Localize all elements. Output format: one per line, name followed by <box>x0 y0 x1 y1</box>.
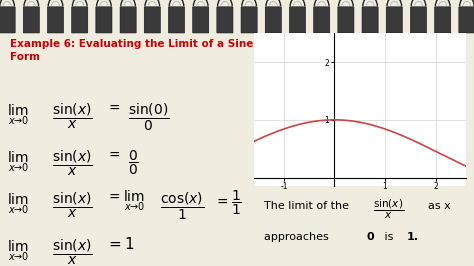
Text: is: is <box>381 232 397 243</box>
FancyBboxPatch shape <box>96 7 112 33</box>
FancyBboxPatch shape <box>314 7 330 33</box>
FancyBboxPatch shape <box>144 7 160 33</box>
FancyBboxPatch shape <box>290 7 306 33</box>
FancyBboxPatch shape <box>410 7 427 33</box>
Text: $= 1$: $= 1$ <box>106 236 135 252</box>
FancyBboxPatch shape <box>120 7 136 33</box>
Text: 0: 0 <box>366 232 374 243</box>
Text: $\lim_{x\to 0}$: $\lim_{x\to 0}$ <box>7 238 29 263</box>
Text: $\dfrac{\cos(x)}{1}$: $\dfrac{\cos(x)}{1}$ <box>160 191 204 222</box>
Text: $\dfrac{\sin(0)}{0}$: $\dfrac{\sin(0)}{0}$ <box>128 102 170 134</box>
FancyBboxPatch shape <box>192 7 209 33</box>
FancyBboxPatch shape <box>435 7 451 33</box>
FancyBboxPatch shape <box>0 7 15 33</box>
FancyBboxPatch shape <box>47 7 64 33</box>
Text: $=\dfrac{1}{1}$: $=\dfrac{1}{1}$ <box>214 189 242 217</box>
FancyBboxPatch shape <box>386 7 402 33</box>
Text: $\dfrac{\sin(x)}{x}$: $\dfrac{\sin(x)}{x}$ <box>373 198 403 221</box>
Text: $\lim_{x\to 0}$: $\lim_{x\to 0}$ <box>7 191 29 216</box>
FancyBboxPatch shape <box>265 7 282 33</box>
Text: $\lim_{x\to 0}$: $\lim_{x\to 0}$ <box>7 149 29 173</box>
Text: 1.: 1. <box>407 232 419 243</box>
Text: $\dfrac{\sin(x)}{x}$: $\dfrac{\sin(x)}{x}$ <box>52 102 92 131</box>
FancyBboxPatch shape <box>23 7 39 33</box>
Text: Example 6: Evaluating the Limit of a Sine Equation in 0/0 Indeterminate
Form: Example 6: Evaluating the Limit of a Sin… <box>9 39 433 62</box>
FancyBboxPatch shape <box>72 7 88 33</box>
Text: $=\lim_{x\to 0}$: $=\lim_{x\to 0}$ <box>106 189 145 213</box>
FancyBboxPatch shape <box>459 7 474 33</box>
FancyBboxPatch shape <box>241 7 257 33</box>
Text: The limit of the: The limit of the <box>264 201 349 211</box>
Text: $\dfrac{0}{0}$: $\dfrac{0}{0}$ <box>128 149 139 177</box>
Text: $\dfrac{\sin(x)}{x}$: $\dfrac{\sin(x)}{x}$ <box>52 238 92 266</box>
FancyBboxPatch shape <box>217 7 233 33</box>
FancyBboxPatch shape <box>338 7 354 33</box>
Text: $\dfrac{\sin(x)}{x}$: $\dfrac{\sin(x)}{x}$ <box>52 149 92 178</box>
Text: as x: as x <box>428 201 450 211</box>
FancyBboxPatch shape <box>168 7 184 33</box>
Text: $=$: $=$ <box>106 100 120 114</box>
Text: $\dfrac{\sin(x)}{x}$: $\dfrac{\sin(x)}{x}$ <box>52 191 92 221</box>
Text: $=$: $=$ <box>106 147 120 161</box>
Text: approaches: approaches <box>264 232 332 243</box>
Text: $\lim_{x\to 0}$: $\lim_{x\to 0}$ <box>7 102 29 127</box>
FancyBboxPatch shape <box>362 7 378 33</box>
